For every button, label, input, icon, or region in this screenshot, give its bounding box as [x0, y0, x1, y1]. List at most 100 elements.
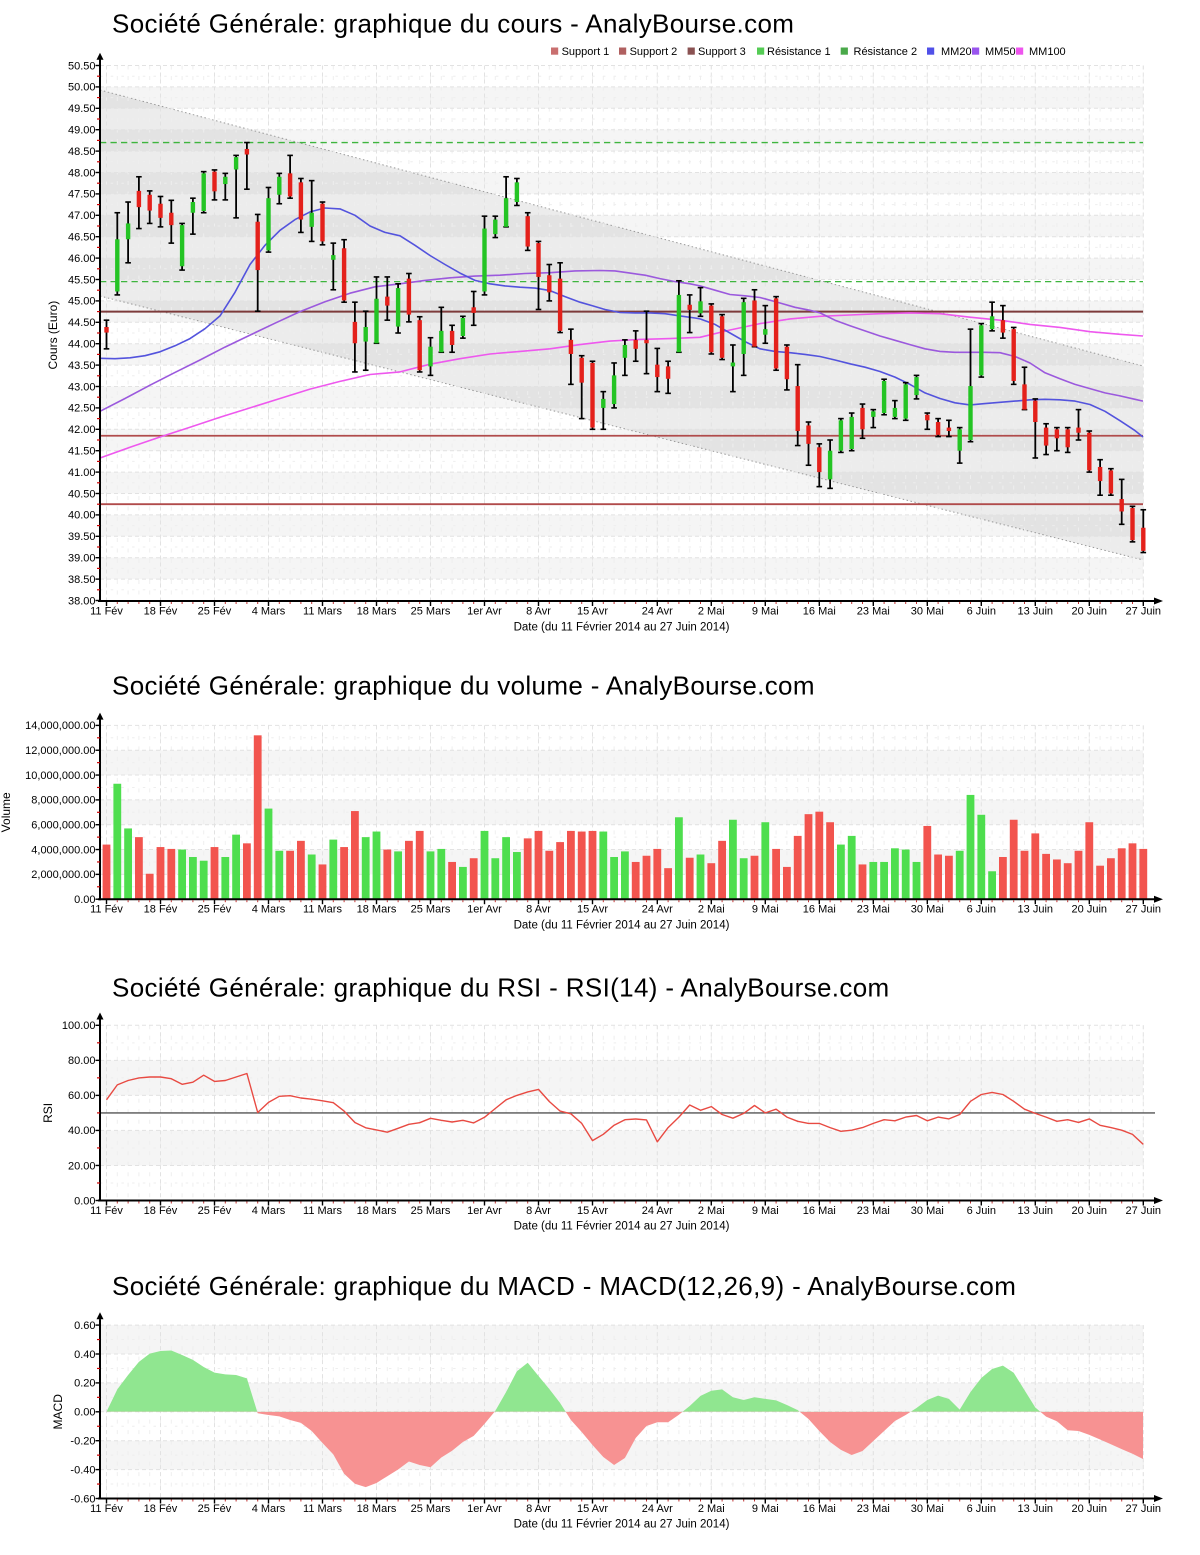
svg-text:23 Mai: 23 Mai — [857, 1205, 890, 1217]
svg-text:25 Fév: 25 Fév — [198, 1205, 232, 1217]
svg-text:2,000,000.00: 2,000,000.00 — [31, 869, 95, 881]
svg-text:Date (du 11 Février 2014 au 27: Date (du 11 Février 2014 au 27 Juin 2014… — [514, 1221, 730, 1233]
svg-text:49.50: 49.50 — [68, 103, 96, 115]
svg-text:12,000,000.00: 12,000,000.00 — [25, 745, 95, 757]
svg-text:46.50: 46.50 — [68, 232, 96, 244]
svg-text:MM20: MM20 — [941, 46, 972, 58]
svg-text:80.00: 80.00 — [68, 1055, 96, 1067]
svg-text:100.00: 100.00 — [62, 1020, 96, 1032]
svg-text:RSI: RSI — [41, 1103, 55, 1123]
svg-text:27 Juin: 27 Juin — [1126, 606, 1161, 618]
svg-text:6 Juin: 6 Juin — [967, 606, 996, 618]
svg-text:4 Mars: 4 Mars — [252, 904, 286, 916]
svg-text:Société Générale: graphique du: Société Générale: graphique du MACD - MA… — [112, 1271, 1016, 1301]
svg-text:8 Avr: 8 Avr — [526, 606, 551, 618]
svg-text:18 Mars: 18 Mars — [357, 904, 397, 916]
svg-text:2 Mai: 2 Mai — [698, 904, 725, 916]
svg-text:11 Mars: 11 Mars — [303, 1503, 342, 1515]
svg-text:Société Générale: graphique du: Société Générale: graphique du cours - A… — [112, 9, 794, 39]
svg-text:6,000,000.00: 6,000,000.00 — [31, 820, 95, 832]
svg-text:18 Fév: 18 Fév — [144, 904, 178, 916]
svg-text:MACD: MACD — [51, 1394, 65, 1430]
svg-text:45.00: 45.00 — [68, 296, 96, 308]
svg-text:18 Mars: 18 Mars — [357, 1205, 397, 1217]
svg-text:23 Mai: 23 Mai — [857, 606, 890, 618]
svg-text:44.50: 44.50 — [68, 317, 96, 329]
svg-text:48.50: 48.50 — [68, 146, 96, 158]
svg-text:MM100: MM100 — [1029, 46, 1066, 58]
svg-text:39.50: 39.50 — [68, 531, 96, 543]
svg-text:40.00: 40.00 — [68, 510, 96, 522]
svg-text:1er Avr: 1er Avr — [467, 606, 502, 618]
svg-text:11 Mars: 11 Mars — [303, 606, 342, 618]
svg-text:Support 3: Support 3 — [698, 46, 746, 58]
svg-text:20 Juin: 20 Juin — [1072, 904, 1107, 916]
svg-text:40.50: 40.50 — [68, 488, 96, 500]
svg-text:25 Mars: 25 Mars — [411, 904, 451, 916]
svg-text:20.00: 20.00 — [68, 1160, 96, 1172]
svg-text:Résistance 2: Résistance 2 — [854, 46, 918, 58]
svg-text:0.00: 0.00 — [74, 894, 95, 906]
svg-text:38.50: 38.50 — [68, 574, 96, 586]
svg-text:6 Juin: 6 Juin — [967, 1205, 996, 1217]
svg-text:-0.20: -0.20 — [70, 1436, 95, 1448]
svg-text:15 Avr: 15 Avr — [577, 904, 608, 916]
svg-text:11 Mars: 11 Mars — [303, 904, 342, 916]
svg-text:27 Juin: 27 Juin — [1126, 904, 1161, 916]
svg-text:Société Générale: graphique du: Société Générale: graphique du RSI - RSI… — [112, 973, 890, 1003]
svg-text:30 Mai: 30 Mai — [911, 1205, 944, 1217]
svg-text:23 Mai: 23 Mai — [857, 1503, 890, 1515]
svg-text:1er Avr: 1er Avr — [467, 1205, 502, 1217]
svg-text:1er Avr: 1er Avr — [467, 1503, 502, 1515]
svg-text:Volume: Volume — [0, 792, 13, 832]
svg-text:30 Mai: 30 Mai — [911, 1503, 944, 1515]
svg-text:48.00: 48.00 — [68, 167, 96, 179]
svg-text:-0.60: -0.60 — [70, 1493, 95, 1505]
svg-text:13 Juin: 13 Juin — [1018, 1503, 1053, 1515]
svg-text:15 Avr: 15 Avr — [577, 1503, 608, 1515]
svg-text:15 Avr: 15 Avr — [577, 1205, 608, 1217]
svg-text:27 Juin: 27 Juin — [1126, 1503, 1161, 1515]
svg-text:Date (du 11 Février 2014 au 27: Date (du 11 Février 2014 au 27 Juin 2014… — [514, 622, 730, 634]
svg-text:20 Juin: 20 Juin — [1072, 1503, 1107, 1515]
svg-text:47.50: 47.50 — [68, 189, 96, 201]
svg-text:11 Fév: 11 Fév — [90, 1503, 123, 1515]
svg-text:18 Mars: 18 Mars — [357, 606, 397, 618]
svg-text:11 Mars: 11 Mars — [303, 1205, 342, 1217]
svg-text:18 Fév: 18 Fév — [144, 1205, 178, 1217]
svg-text:47.00: 47.00 — [68, 210, 96, 222]
svg-text:0.00: 0.00 — [74, 1195, 95, 1207]
svg-text:Support 2: Support 2 — [630, 46, 678, 58]
svg-text:4 Mars: 4 Mars — [252, 1503, 286, 1515]
svg-text:45.50: 45.50 — [68, 274, 96, 286]
svg-text:49.00: 49.00 — [68, 125, 96, 137]
svg-text:20 Juin: 20 Juin — [1072, 606, 1107, 618]
svg-text:50.00: 50.00 — [68, 82, 96, 94]
svg-text:Support 1: Support 1 — [562, 46, 610, 58]
svg-text:Résistance 1: Résistance 1 — [767, 46, 831, 58]
svg-text:24 Avr: 24 Avr — [642, 606, 673, 618]
svg-text:40.00: 40.00 — [68, 1125, 96, 1137]
svg-text:4 Mars: 4 Mars — [252, 606, 286, 618]
svg-text:18 Fév: 18 Fév — [144, 606, 178, 618]
svg-text:0.20: 0.20 — [74, 1378, 95, 1390]
svg-text:0.60: 0.60 — [74, 1320, 95, 1332]
svg-text:8 Avr: 8 Avr — [526, 1503, 551, 1515]
svg-text:42.00: 42.00 — [68, 424, 96, 436]
svg-text:0.40: 0.40 — [74, 1349, 95, 1361]
svg-text:25 Fév: 25 Fév — [198, 904, 232, 916]
svg-text:24 Avr: 24 Avr — [642, 904, 673, 916]
svg-text:9 Mai: 9 Mai — [752, 1503, 779, 1515]
svg-text:8 Avr: 8 Avr — [526, 904, 551, 916]
svg-text:9 Mai: 9 Mai — [752, 1205, 779, 1217]
svg-text:11 Fév: 11 Fév — [90, 904, 123, 916]
svg-text:16 Mai: 16 Mai — [803, 904, 836, 916]
svg-text:43.00: 43.00 — [68, 381, 96, 393]
svg-text:6 Juin: 6 Juin — [967, 1503, 996, 1515]
svg-text:42.50: 42.50 — [68, 403, 96, 415]
svg-text:Date (du 11 Février 2014 au 27: Date (du 11 Février 2014 au 27 Juin 2014… — [514, 1519, 730, 1531]
svg-text:0.00: 0.00 — [74, 1407, 95, 1419]
svg-text:4,000,000.00: 4,000,000.00 — [31, 844, 95, 856]
svg-text:41.50: 41.50 — [68, 446, 96, 458]
svg-text:Société Générale: graphique du: Société Générale: graphique du volume - … — [112, 671, 815, 701]
